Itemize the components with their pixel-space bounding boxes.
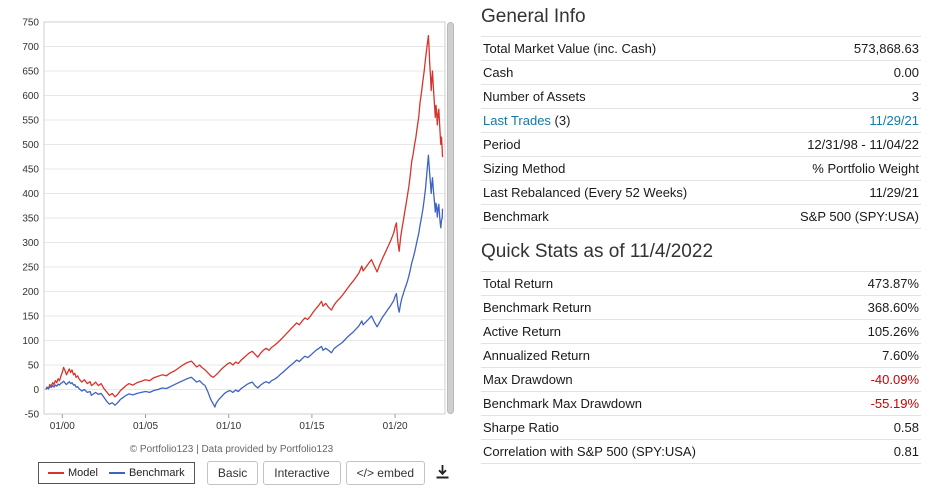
quick-stats-row-label: Correlation with S&P 500 (SPY:USA): [483, 444, 696, 459]
chart-legend: Model Benchmark: [38, 462, 195, 484]
general-info-row-value: 12/31/98 - 11/04/22: [807, 137, 919, 152]
chart-panel: -50 0 50 100 150 200 250 300 350 400 450 500 550 600 6…: [0, 0, 465, 501]
interactive-view-button[interactable]: Interactive: [263, 461, 341, 485]
general-info-row-value: 0.00: [893, 65, 919, 80]
svg-text:01/10: 01/10: [216, 421, 241, 432]
svg-text:250: 250: [22, 263, 39, 274]
svg-text:50: 50: [28, 361, 40, 372]
general-info-row: Sizing Method % Portfolio Weight: [481, 157, 921, 181]
general-info-row-label-link[interactable]: Last Trades: [483, 113, 551, 128]
svg-text:200: 200: [22, 287, 39, 298]
svg-text:300: 300: [22, 238, 39, 249]
svg-text:150: 150: [22, 312, 39, 323]
general-info-table: Total Market Value (inc. Cash) 573,868.63…: [481, 36, 921, 229]
chart-controls: Model Benchmark Basic Interactive </> em…: [8, 461, 455, 485]
svg-text:650: 650: [22, 67, 39, 78]
embed-button[interactable]: </> embed: [345, 461, 425, 485]
svg-text:550: 550: [22, 116, 39, 127]
quick-stats-row: Sharpe Ratio 0.58: [481, 416, 921, 440]
general-info-title: General Info: [481, 6, 586, 27]
chart-attribution: © Portfolio123 | Data provided by Portfo…: [129, 444, 334, 455]
svg-text:01/15: 01/15: [299, 421, 324, 432]
quick-stats-row: Benchmark Max Drawdown -55.19%: [481, 392, 921, 416]
legend-item-model: Model: [48, 467, 98, 479]
general-info-row-label-suffix: (3): [550, 113, 571, 128]
model-line-swatch: [48, 472, 64, 474]
legend-item-benchmark: Benchmark: [108, 467, 185, 479]
general-info-row-value: 11/29/21: [869, 185, 919, 200]
general-info-row-label: Sizing Method: [483, 161, 566, 176]
svg-text:01/20: 01/20: [383, 421, 408, 432]
svg-text:400: 400: [22, 189, 39, 200]
legend-label-benchmark: Benchmark: [128, 467, 185, 479]
general-info-row: Total Market Value (inc. Cash) 573,868.63: [481, 37, 921, 61]
chart-wrap: -50 0 50 100 150 200 250 300 350 400 450 500 550 600 6…: [8, 8, 455, 440]
quick-stats-row-value: 0.81: [893, 444, 919, 459]
performance-chart: -50 0 50 100 150 200 250 300 350 400 450 500 550 600 6…: [22, 18, 446, 432]
legend-label-model: Model: [68, 467, 98, 479]
quick-stats-row: Active Return 105.26%: [481, 320, 921, 344]
quick-stats-table: Total Return 473.87% Benchmark Return 368.6…: [481, 271, 921, 464]
general-info-row-value: S&P 500 (SPY:USA): [800, 209, 919, 224]
quick-stats-row-value: 0.58: [893, 420, 919, 435]
download-chart-button[interactable]: [430, 461, 455, 485]
general-info-row-label: Benchmark: [483, 209, 549, 224]
general-info-row-label: Last Trades (3): [483, 113, 570, 128]
quick-stats-row-label: Total Return: [483, 276, 554, 291]
general-info-row-value: 573,868.63: [853, 41, 919, 56]
benchmark-line-swatch: [108, 472, 125, 474]
general-info-row: Cash 0.00: [481, 61, 921, 85]
general-info-row-label: Number of Assets: [483, 89, 586, 104]
quick-stats-row-label: Annualized Return: [483, 348, 590, 363]
quick-stats-row: Total Return 473.87%: [481, 272, 921, 296]
general-info-row: Period 12/31/98 - 11/04/22: [481, 133, 921, 157]
svg-text:0: 0: [33, 385, 39, 396]
general-info-row-label: Last Rebalanced (Every 52 Weeks): [483, 185, 688, 200]
general-info-row-label: Cash: [483, 65, 514, 80]
svg-text:750: 750: [22, 18, 39, 29]
quick-stats-row: Annualized Return 7.60%: [481, 344, 921, 368]
quick-stats-row-value: 105.26%: [867, 324, 919, 339]
chart-scrollbar[interactable]: [447, 22, 454, 414]
svg-text:01/05: 01/05: [133, 421, 158, 432]
chart-view-buttons: Basic Interactive </> embed: [206, 461, 455, 485]
basic-view-button[interactable]: Basic: [206, 461, 259, 485]
quick-stats-row-value: -55.19%: [870, 396, 919, 411]
download-icon: [434, 465, 451, 483]
general-info-row-label: Period: [483, 137, 521, 152]
svg-text:450: 450: [22, 165, 39, 176]
quick-stats-row-value: -40.09%: [870, 372, 919, 387]
general-info-row-value[interactable]: 11/29/21: [869, 113, 919, 128]
info-panel: General Info Total Market Value (inc. Ca…: [465, 0, 935, 501]
general-info-row: Last Rebalanced (Every 52 Weeks) 11/29/21: [481, 181, 921, 205]
quick-stats-row: Max Drawdown -40.09%: [481, 368, 921, 392]
quick-stats-row: Benchmark Return 368.60%: [481, 296, 921, 320]
quick-stats-row-label: Sharpe Ratio: [483, 420, 559, 435]
quick-stats-row-value: 473.87%: [867, 276, 919, 291]
svg-text:350: 350: [22, 214, 39, 225]
general-info-row: Number of Assets 3: [481, 85, 921, 109]
quick-stats-row-value: 368.60%: [867, 300, 919, 315]
quick-stats-row-label: Active Return: [483, 324, 562, 339]
quick-stats-row-value: 7.60%: [882, 348, 919, 363]
quick-stats-row-label: Benchmark Return: [483, 300, 592, 315]
svg-text:500: 500: [22, 140, 39, 151]
svg-text:100: 100: [22, 336, 39, 347]
quick-stats-row: Correlation with S&P 500 (SPY:USA) 0.81: [481, 440, 921, 464]
svg-text:700: 700: [22, 42, 39, 53]
quick-stats-title: Quick Stats as of 11/4/2022: [481, 241, 714, 262]
quick-stats-row-label: Max Drawdown: [483, 372, 573, 387]
svg-text:-50: -50: [25, 410, 40, 421]
svg-text:01/00: 01/00: [50, 421, 75, 432]
general-info-row: Benchmark S&P 500 (SPY:USA): [481, 205, 921, 229]
general-info-row-value: 3: [911, 89, 919, 104]
general-info-row-value: % Portfolio Weight: [812, 161, 919, 176]
general-info-row-label: Total Market Value (inc. Cash): [483, 41, 657, 56]
general-info-row: Last Trades (3) 11/29/21: [481, 109, 921, 133]
svg-text:600: 600: [22, 91, 39, 102]
quick-stats-row-label: Benchmark Max Drawdown: [483, 396, 642, 411]
